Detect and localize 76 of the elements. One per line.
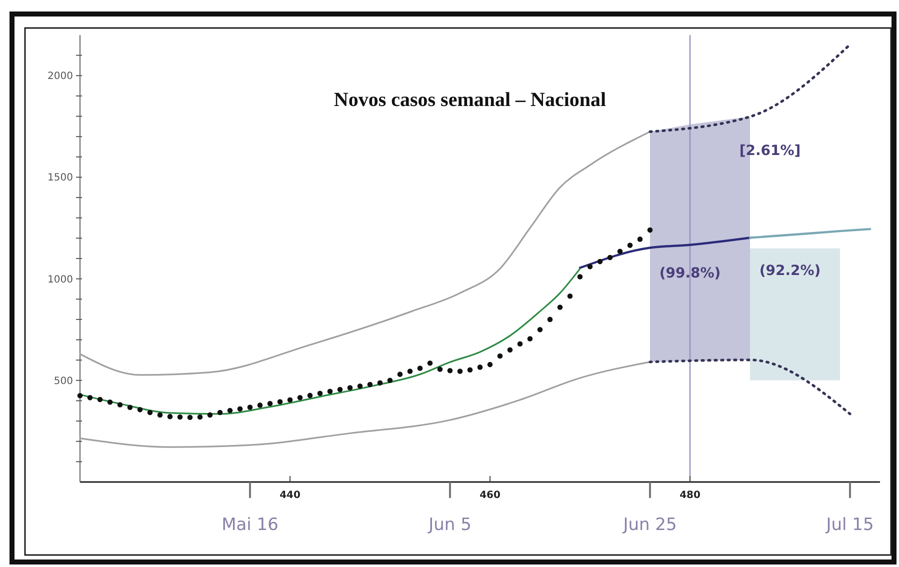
annotation: (92.2%) [759,262,821,279]
point [217,410,223,416]
point [347,385,353,390]
point [367,382,373,388]
point [377,380,383,386]
point [187,414,193,420]
point [407,368,413,374]
line-series [79,361,651,448]
point [237,406,243,412]
point [127,404,133,410]
x2-tick-label: 460 [480,490,500,501]
point [587,264,593,270]
point [267,400,273,406]
point [567,293,573,299]
point [397,372,403,377]
point [507,347,513,353]
point [467,367,473,372]
point [147,410,153,416]
point [597,258,603,264]
point [107,400,113,405]
point [157,412,163,418]
point [247,404,253,410]
line-series [748,228,872,239]
x-tick-label: Mai 16 [222,515,278,536]
point [277,399,283,404]
point [177,414,183,420]
point [137,407,143,412]
annotation: (99.8%) [659,266,721,282]
point [97,396,103,402]
y-tick-label: 2000 [48,71,73,82]
point [197,414,203,420]
point [457,368,463,374]
point [487,362,493,368]
point [647,227,653,233]
point [287,397,293,403]
point [577,274,583,280]
point [357,383,363,389]
point [477,364,483,370]
point [117,402,123,408]
point [627,242,633,248]
point [167,414,173,420]
point [77,393,83,398]
point [557,304,563,310]
point [517,341,523,346]
point [437,366,443,372]
point [427,360,433,366]
point [527,336,533,342]
y-tick-label: 1000 [48,274,73,286]
x-tick-label: Jun 5 [428,515,472,536]
x2-tick-label: 440 [280,490,300,501]
point [537,326,543,332]
point [317,390,323,396]
point [617,248,623,254]
point [257,402,263,408]
point [387,378,393,384]
point [337,386,343,392]
point [547,316,553,322]
point [637,236,643,242]
point [417,366,423,371]
point [497,353,503,359]
point [307,392,313,398]
x-tick-label: Jun 25 [622,515,677,536]
point [607,254,613,260]
y-tick-label: 500 [54,376,73,387]
point [227,408,233,414]
x2-tick-label: 480 [680,490,700,501]
point [207,412,213,418]
line-series [79,130,651,376]
point [327,388,333,394]
point [297,395,303,400]
text: Novos casos semanal – Nacional [334,89,607,111]
y-tick-label: 1500 [48,172,73,184]
point [447,368,453,374]
annotation: [2.61%] [739,142,801,159]
x-tick-label: Jul 15 [825,515,874,536]
point [87,395,93,400]
